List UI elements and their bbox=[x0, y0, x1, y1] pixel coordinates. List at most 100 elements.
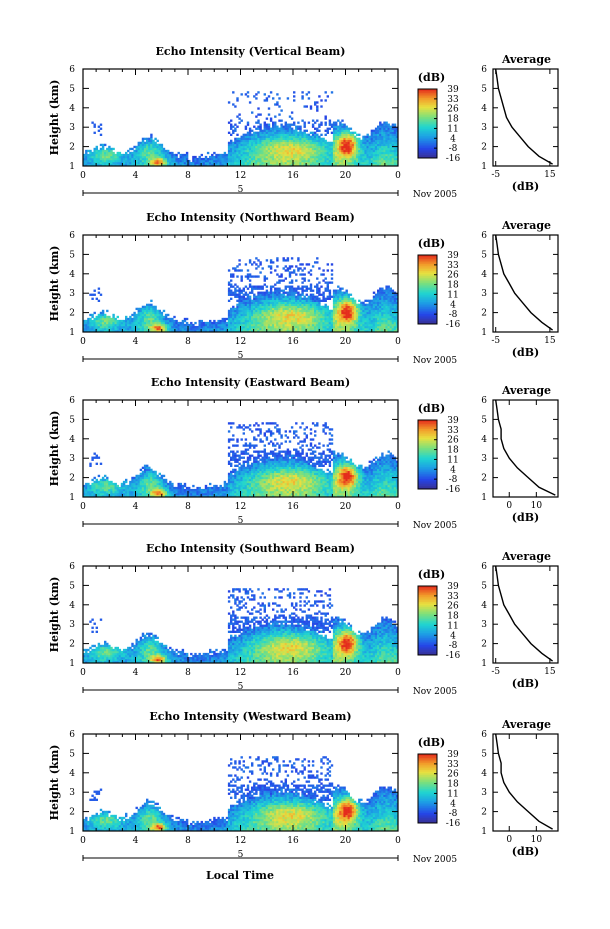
heatmap-cell bbox=[227, 291, 231, 294]
heatmap-cell bbox=[314, 261, 317, 264]
heatmap-cell bbox=[330, 143, 334, 147]
heatmap-cell bbox=[236, 299, 239, 302]
heatmap-cell bbox=[326, 281, 329, 284]
heatmap-cell bbox=[141, 151, 145, 155]
heatmap-cell bbox=[381, 143, 384, 147]
heatmap-cell bbox=[242, 161, 245, 165]
heatmap-cell bbox=[299, 263, 302, 266]
colorbar-segment bbox=[418, 154, 437, 157]
heatmap-cell bbox=[339, 155, 342, 159]
heatmap-cell bbox=[353, 157, 357, 161]
heatmap-cell bbox=[362, 157, 365, 161]
heatmap-cell bbox=[301, 137, 304, 141]
heatmap-cell bbox=[232, 147, 235, 151]
heatmap-cell bbox=[356, 153, 359, 157]
heatmap-cell bbox=[295, 155, 298, 159]
heatmap-cell bbox=[255, 143, 258, 147]
heatmap-cell bbox=[349, 143, 353, 147]
heatmap-cell bbox=[347, 315, 350, 319]
heatmap-cell bbox=[368, 159, 371, 163]
heatmap-cell bbox=[219, 163, 222, 167]
heatmap-cell bbox=[358, 305, 361, 309]
heatmap-cell bbox=[263, 125, 266, 128]
heatmap-cell bbox=[360, 321, 363, 325]
heatmap-cell bbox=[288, 163, 292, 167]
heatmap-cell bbox=[274, 131, 277, 134]
heatmap-cell bbox=[110, 151, 113, 155]
heatmap-cell bbox=[341, 129, 344, 132]
heatmap-cell bbox=[246, 305, 250, 309]
heatmap-cell bbox=[328, 119, 332, 122]
heatmap-cell bbox=[267, 153, 271, 157]
heatmap-cell bbox=[370, 305, 374, 309]
heatmap-cell bbox=[343, 329, 346, 333]
heatmap-cell bbox=[257, 287, 260, 290]
heatmap-cell bbox=[337, 301, 340, 305]
heatmap-cell bbox=[238, 139, 241, 143]
heatmap-cell bbox=[326, 151, 329, 155]
heatmap-cell bbox=[93, 157, 96, 161]
heatmap-cell bbox=[255, 321, 258, 325]
heatmap-cell bbox=[118, 488, 122, 492]
heatmap-cell bbox=[366, 323, 369, 327]
heatmap-cell bbox=[337, 163, 340, 167]
heatmap-cell bbox=[232, 311, 235, 315]
heatmap-cell bbox=[305, 145, 308, 149]
heatmap-cell bbox=[387, 129, 390, 132]
heatmap-cell bbox=[211, 327, 214, 331]
heatmap-cell bbox=[307, 133, 311, 136]
heatmap-cell bbox=[183, 155, 187, 159]
heatmap-cell bbox=[385, 317, 388, 321]
heatmap-cell bbox=[253, 149, 256, 153]
heatmap-cell bbox=[274, 303, 277, 307]
heatmap-cell bbox=[347, 161, 350, 165]
heatmap-cell bbox=[324, 329, 327, 333]
heatmap-cell bbox=[332, 325, 336, 329]
heatmap-cell bbox=[356, 307, 359, 311]
heatmap-cell bbox=[272, 311, 275, 315]
heatmap-cell bbox=[299, 139, 302, 143]
heatmap-cell bbox=[383, 309, 386, 313]
heatmap-cell bbox=[274, 325, 277, 329]
heatmap-cell bbox=[372, 295, 376, 298]
heatmap-cell bbox=[303, 321, 306, 325]
heatmap-cell bbox=[324, 139, 327, 143]
heatmap-cell bbox=[290, 151, 294, 155]
heatmap-cell bbox=[244, 299, 248, 302]
heatmap-cell bbox=[251, 313, 254, 317]
heatmap-cell bbox=[169, 161, 172, 165]
heatmap-cell bbox=[284, 151, 287, 155]
heatmap-cell bbox=[263, 305, 266, 309]
heatmap-cell bbox=[337, 291, 340, 294]
heatmap-cell bbox=[125, 155, 128, 159]
colorbar-tick-label: -16 bbox=[446, 154, 461, 164]
heatmap-cell bbox=[99, 494, 103, 498]
heatmap-cell bbox=[181, 323, 185, 327]
colorbar-segment bbox=[418, 111, 437, 114]
heatmap-cell bbox=[251, 305, 254, 309]
heatmap-cell bbox=[267, 329, 271, 333]
heatmap-cell bbox=[316, 105, 319, 108]
heatmap-cell bbox=[93, 476, 96, 480]
heatmap-cell bbox=[162, 323, 166, 327]
heatmap-cell bbox=[353, 147, 357, 151]
heatmap-cell bbox=[278, 299, 281, 302]
heatmap-cell bbox=[280, 295, 283, 298]
heatmap-cell bbox=[320, 285, 323, 288]
heatmap-cell bbox=[311, 141, 315, 145]
heatmap-cell bbox=[293, 143, 296, 147]
heatmap-cell bbox=[288, 317, 292, 321]
colorbar-segment bbox=[418, 149, 437, 152]
heatmap-cell bbox=[349, 325, 353, 329]
heatmap-cell bbox=[156, 153, 159, 157]
heatmap-cell bbox=[106, 147, 109, 151]
heatmap-cell bbox=[255, 163, 258, 167]
heatmap-cell bbox=[305, 159, 308, 163]
heatmap-cell bbox=[259, 299, 262, 302]
heatmap-cell bbox=[318, 139, 321, 143]
heatmap-cell bbox=[337, 141, 340, 145]
heatmap-cell bbox=[223, 157, 227, 161]
heatmap-cell bbox=[263, 323, 266, 327]
heatmap-cell bbox=[332, 159, 336, 163]
heatmap-cell bbox=[356, 305, 359, 309]
